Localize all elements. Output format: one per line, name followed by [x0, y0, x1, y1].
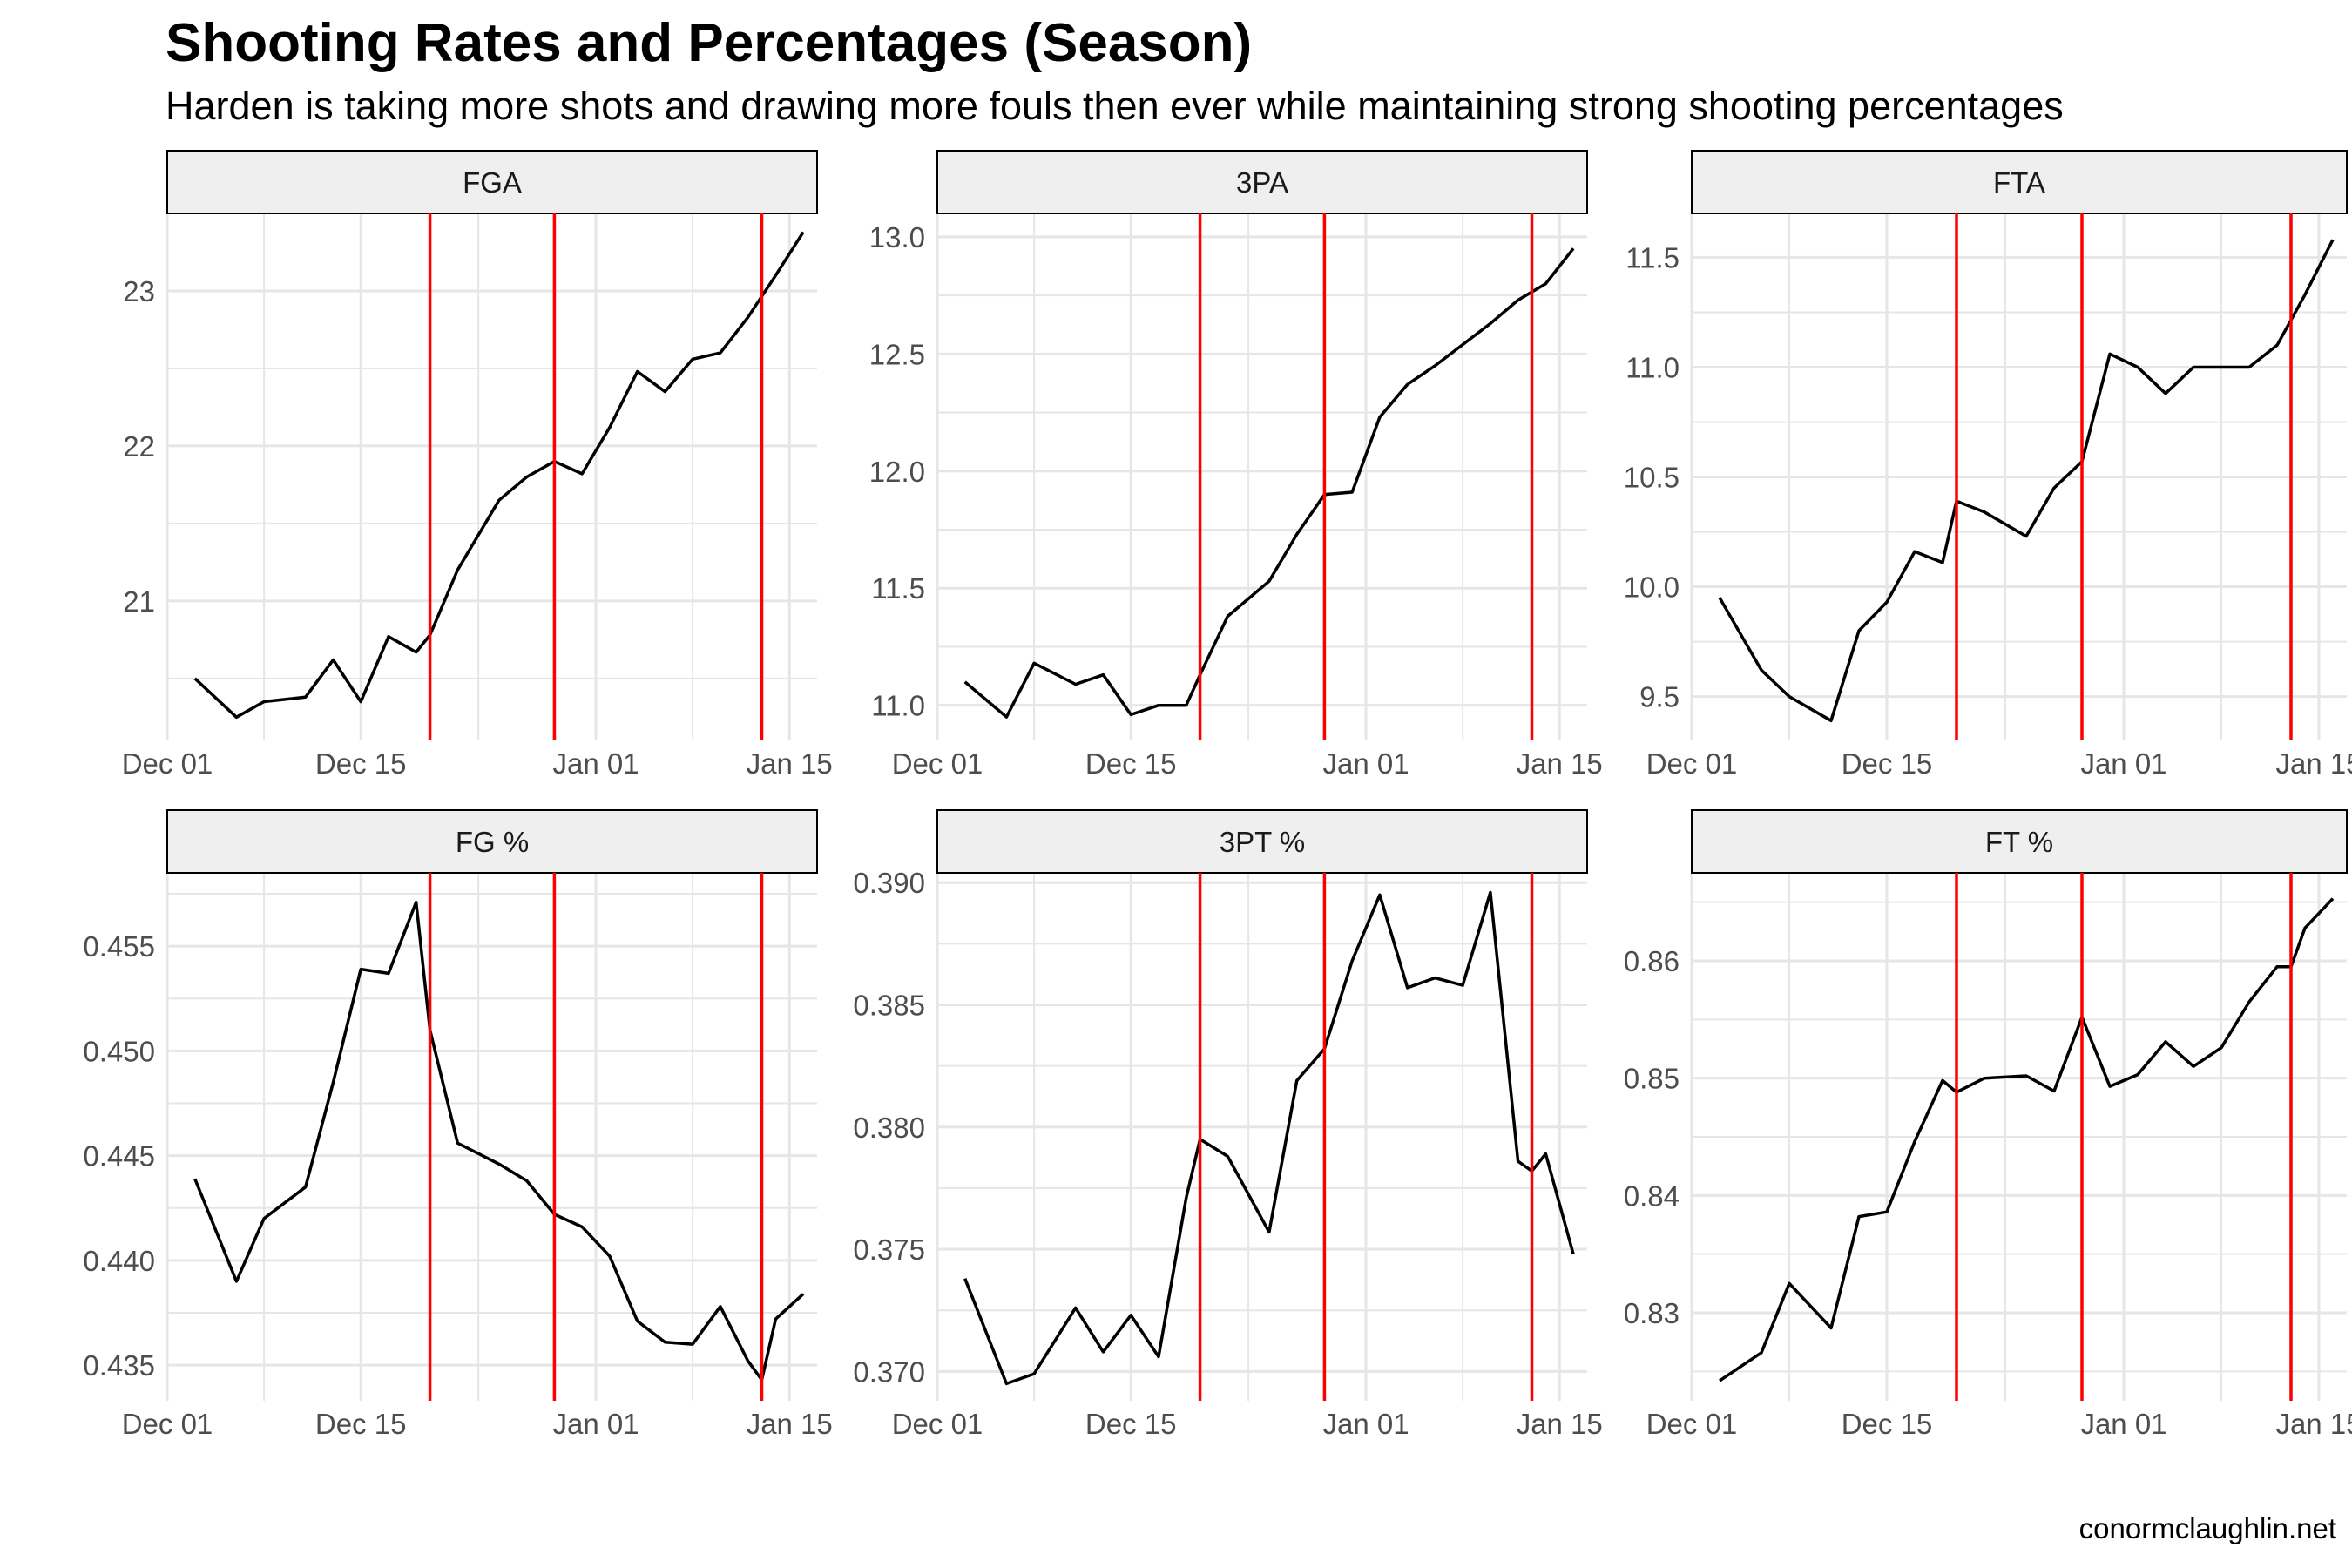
y-tick-label: 0.83 — [1624, 1297, 1680, 1329]
y-tick-label: 12.5 — [869, 338, 925, 370]
y-tick-label: 9.5 — [1639, 681, 1680, 713]
series-line — [963, 247, 1575, 719]
x-tick-label: Jan 15 — [2275, 1408, 2352, 1440]
y-tick-label: 11.5 — [1625, 241, 1680, 274]
facet-strip-label: FG % — [456, 826, 529, 858]
x-tick-label: Jan 01 — [1322, 1408, 1409, 1440]
x-tick-label: Jan 01 — [2080, 1408, 2166, 1440]
facet-strip-label: 3PT % — [1220, 826, 1305, 858]
x-tick-label: Dec 15 — [315, 1408, 407, 1440]
series-line — [1719, 897, 2335, 1382]
y-tick-label: 0.85 — [1624, 1063, 1680, 1095]
x-tick-label: Jan 01 — [552, 1408, 639, 1440]
y-tick-label: 0.385 — [853, 990, 925, 1022]
x-tick-label: Dec 01 — [1646, 747, 1738, 780]
y-tick-label: 23 — [123, 275, 155, 308]
panel-fta: FTA 9.5 10.0 10.5 11.0 11.5 Dec 01 Dec 15 Jan 01… — [1624, 150, 2352, 780]
y-tick-label: 21 — [123, 585, 155, 618]
chart-title: Shooting Rates and Percentages (Season) — [166, 13, 1253, 73]
y-tick-label: 22 — [123, 430, 155, 463]
x-tick-label: Jan 15 — [1517, 747, 1603, 780]
x-tick-label: Dec 01 — [122, 747, 213, 780]
x-tick-label: Jan 15 — [1517, 1408, 1603, 1440]
x-tick-label: Dec 01 — [122, 1408, 213, 1440]
panel-fg: FG % 0.435 0.440 0.445 0.450 0.455 Dec 01 Dec 1… — [83, 809, 833, 1440]
y-tick-label: 11.0 — [1625, 351, 1680, 383]
caption: conormclaughlin.net — [2078, 1512, 2336, 1544]
x-tick-label: Dec 15 — [1085, 747, 1177, 780]
y-tick-label: 10.0 — [1624, 571, 1680, 604]
x-tick-label: Dec 15 — [1842, 1408, 1933, 1440]
x-tick-label: Jan 15 — [747, 747, 833, 780]
facet-strip — [1691, 150, 2348, 214]
x-tick-label: Jan 01 — [1322, 747, 1409, 780]
x-tick-label: Jan 01 — [2080, 747, 2166, 780]
facet-strip-label: FTA — [1993, 166, 2045, 199]
series-line — [193, 231, 805, 720]
panel-fga: FGA 21 22 23 Dec 01 Dec 15 Jan 01 Jan 15 — [122, 150, 833, 780]
x-tick-label: Dec 15 — [1085, 1408, 1177, 1440]
x-tick-label: Dec 15 — [315, 747, 407, 780]
panel-3pt: 3PT % 0.370 0.375 0.380 0.385 0.390 Dec 01 Dec … — [853, 809, 1603, 1440]
y-tick-label: 0.440 — [83, 1245, 155, 1277]
y-tick-label: 0.455 — [83, 930, 155, 963]
x-tick-label: Jan 01 — [552, 747, 639, 780]
y-tick-label: 0.375 — [853, 1233, 925, 1266]
series-line — [193, 900, 805, 1382]
panel-3pa: 3PA 11.0 11.5 12.0 12.5 13.0 Dec 01 Dec 15 Jan 0… — [869, 150, 1603, 780]
y-tick-label: 0.390 — [853, 867, 925, 899]
facet-strip — [936, 150, 1588, 214]
y-tick-label: 0.380 — [853, 1112, 925, 1144]
facet-strip-label: FGA — [463, 166, 522, 199]
y-tick-label: 10.5 — [1624, 462, 1680, 494]
y-tick-label: 0.84 — [1624, 1179, 1680, 1212]
y-tick-label: 0.450 — [83, 1035, 155, 1067]
y-tick-label: 12.0 — [869, 456, 925, 488]
x-tick-label: Dec 15 — [1842, 747, 1933, 780]
facet-strip-label: FT % — [1985, 826, 2053, 858]
y-tick-label: 11.5 — [871, 572, 925, 605]
facet-strip-label: 3PA — [1236, 166, 1288, 199]
x-tick-label: Dec 01 — [892, 747, 983, 780]
facet-strip — [936, 809, 1588, 874]
x-tick-label: Dec 01 — [892, 1408, 983, 1440]
chart-subtitle: Harden is taking more shots and drawing … — [166, 84, 2064, 128]
y-tick-label: 0.445 — [83, 1140, 155, 1173]
y-tick-label: 11.0 — [871, 690, 925, 722]
y-tick-label: 0.370 — [853, 1355, 925, 1388]
y-tick-label: 0.86 — [1624, 945, 1680, 977]
y-tick-label: 13.0 — [869, 221, 925, 253]
facet-strip — [1691, 809, 2348, 874]
series-line — [1718, 239, 2335, 723]
y-tick-label: 0.435 — [83, 1349, 155, 1382]
facet-strip — [166, 150, 818, 214]
x-tick-label: Jan 15 — [2275, 747, 2352, 780]
x-tick-label: Jan 15 — [747, 1408, 833, 1440]
series-line — [963, 890, 1575, 1386]
facet-strip — [166, 809, 818, 874]
x-tick-label: Dec 01 — [1646, 1408, 1738, 1440]
panel-ft: FT % 0.83 0.84 0.85 0.86 Dec 01 Dec 15 Jan 01 Ja… — [1624, 809, 2352, 1440]
